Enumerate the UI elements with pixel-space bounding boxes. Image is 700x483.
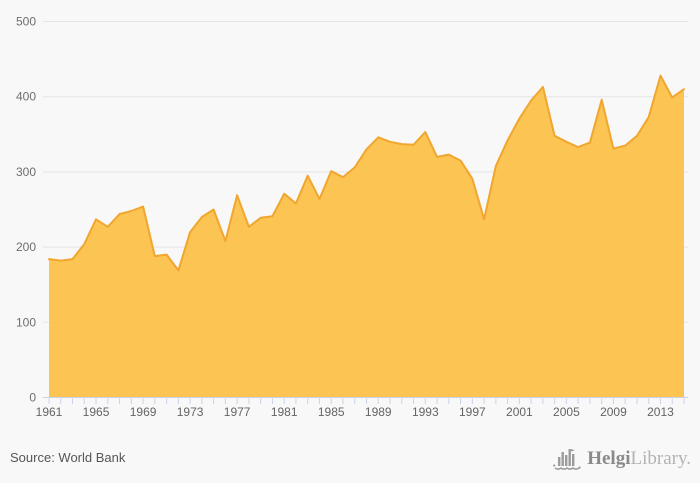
x-axis-label: 2001 [506,405,533,419]
x-axis-label: 1961 [36,405,63,419]
area-chart: 0 100 200 300 400 500 1961 1965 1969 1973 1977 1981… [16,15,688,419]
x-axis-label: 1981 [271,405,298,419]
x-axis-label: 1985 [318,405,345,419]
x-axis-label: 1969 [130,405,157,419]
area-series-line [48,74,685,272]
y-axis-label: 400 [16,90,36,104]
y-axis-label: 300 [16,165,36,179]
helgi-library-logo: HelgiLibrary. [552,441,691,477]
source-label: Source: World Bank [10,450,126,465]
logo-bar-shape [578,466,581,469]
area-series [49,75,684,398]
y-axis-label: 0 [29,391,36,405]
brand-name-library: Library. [630,448,692,469]
helgi-library-icon [553,449,581,470]
logo-bar-shape [554,467,580,470]
brand-name: HelgiLibrary. [587,441,691,477]
brand-name-helgi: Helgi [587,448,631,469]
logo-bar-shape [568,449,572,466]
y-axis-label: 500 [16,15,36,29]
y-axis-label: 100 [16,315,36,329]
x-axis-label: 1989 [365,405,392,419]
x-axis-label: 1993 [412,405,439,419]
x-axis-label: 1973 [177,405,204,419]
x-axis-label: 2005 [553,405,580,419]
logo-bar-shape [572,454,575,466]
chart-area: 0 100 200 300 400 500 1961 1965 1969 1973 1977 1981… [16,15,688,419]
logo-bar-shape [565,455,568,466]
y-axis-label: 200 [16,240,36,254]
logo-bar-shape [558,457,561,466]
x-axis-label: 1997 [459,405,486,419]
x-axis-label: 2009 [600,405,627,419]
x-axis-label: 2013 [647,405,674,419]
x-axis-label: 1965 [83,405,110,419]
logo-bar-shape [571,449,576,452]
x-axis-label: 1977 [224,405,251,419]
logo-bar-shape [561,452,565,466]
logo-bar-shape [553,464,556,467]
